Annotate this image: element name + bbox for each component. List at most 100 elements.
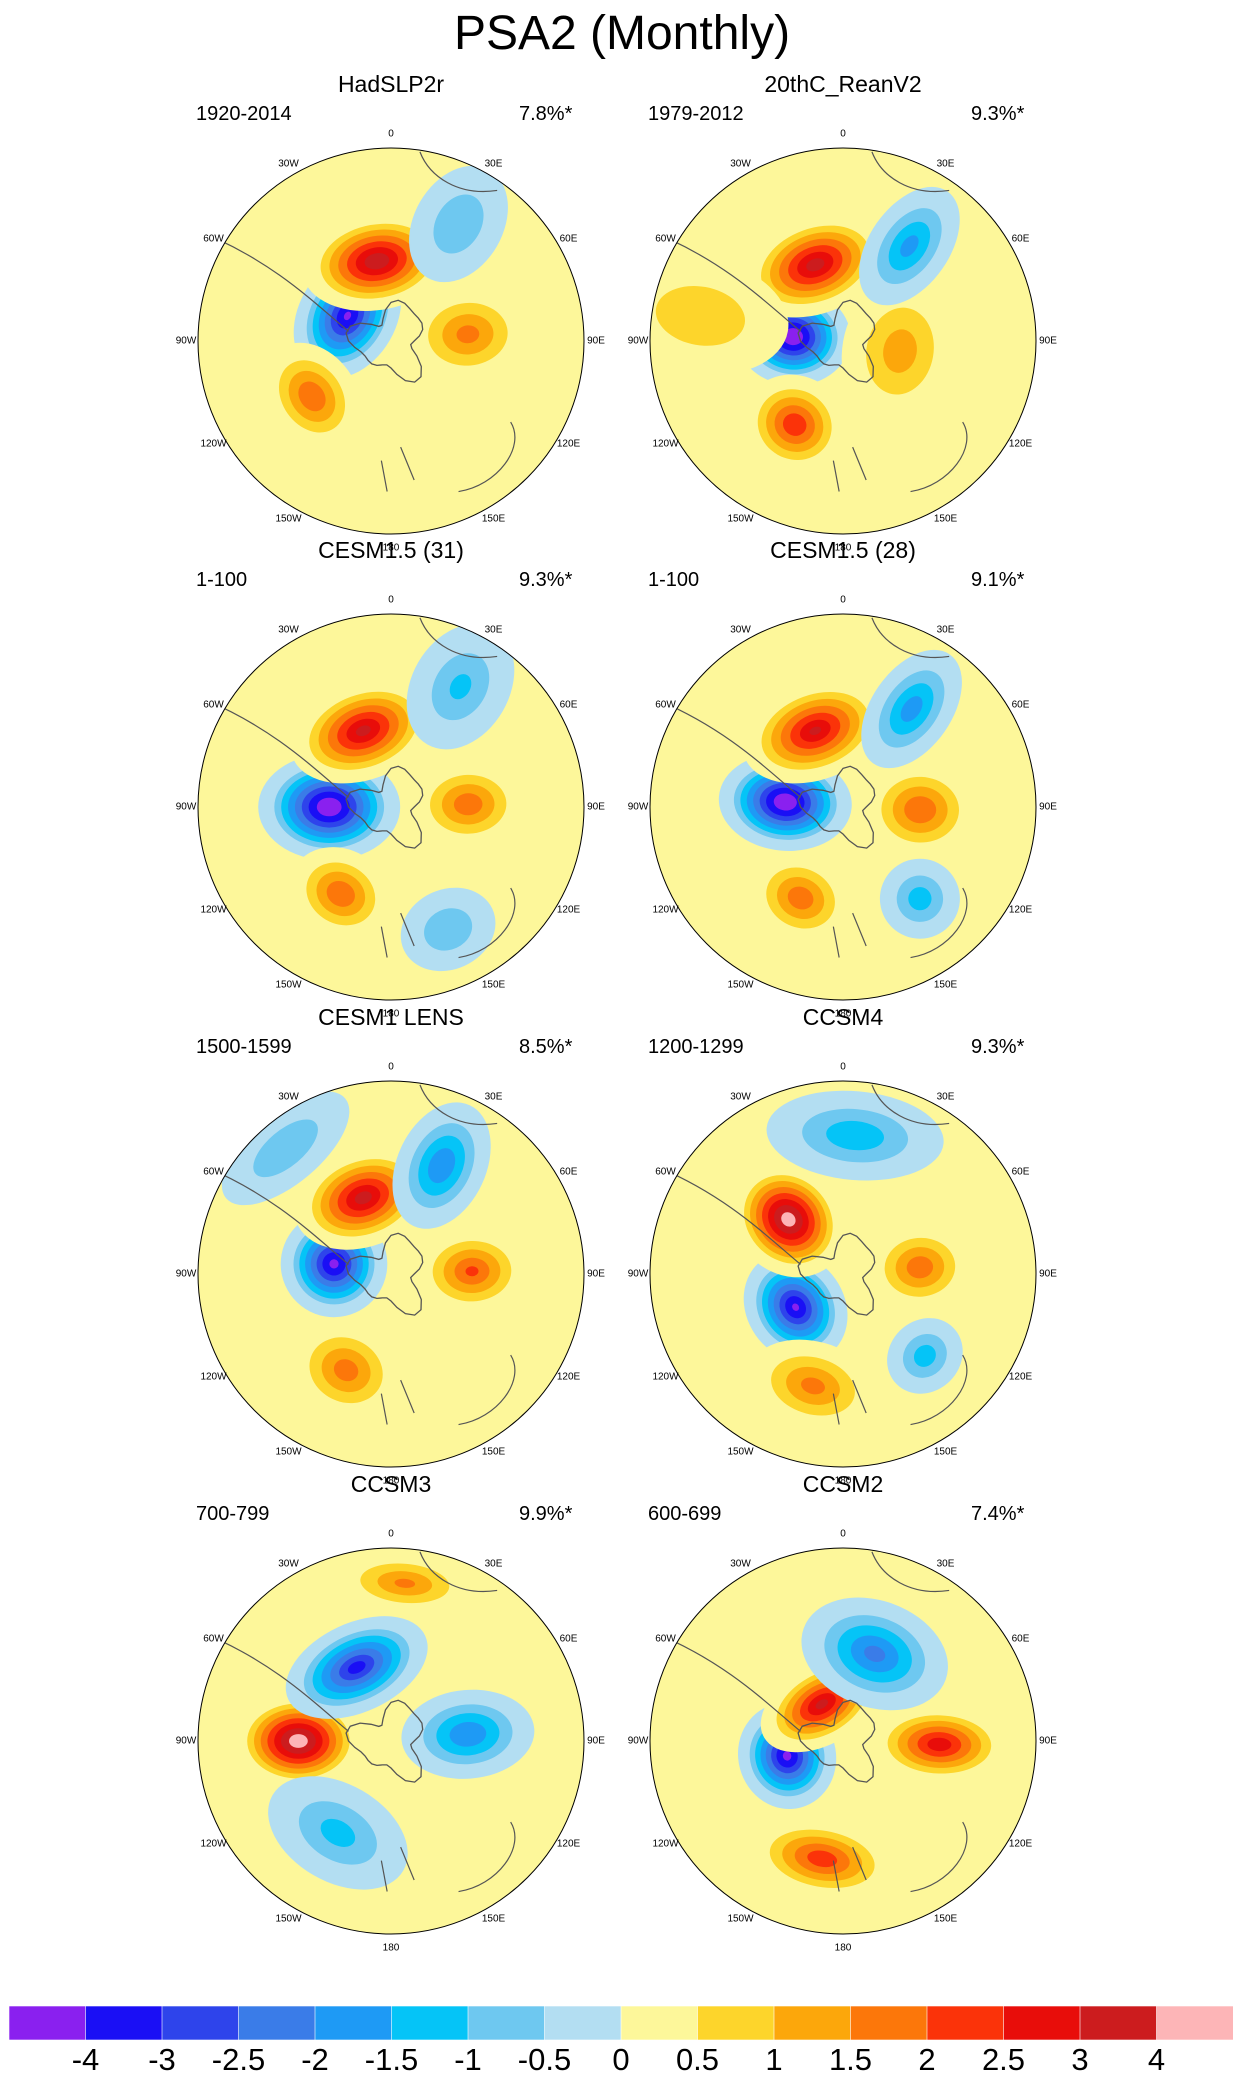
longitude-label: 180 <box>382 1475 400 1487</box>
panel-variance: 7.8%* <box>519 103 573 125</box>
longitude-label: 90W <box>175 801 197 813</box>
longitude-label: 30E <box>936 158 955 169</box>
longitude-label: 180 <box>834 542 852 554</box>
africa-coastline <box>871 617 950 659</box>
longitude-label: 90E <box>1039 801 1057 813</box>
longitude-label: 90E <box>1039 335 1057 347</box>
longitude-label: 90E <box>1039 1735 1057 1747</box>
colorbar-swatch <box>391 2006 469 2040</box>
longitude-label: 90E <box>587 1735 605 1747</box>
colorbar-swatch <box>544 2006 622 2040</box>
longitude-label: 90W <box>175 1735 197 1747</box>
colorbar-swatch <box>238 2006 316 2040</box>
anomaly-contour <box>456 325 480 344</box>
anomaly-contour <box>801 1377 825 1395</box>
longitude-label: 90W <box>175 335 197 347</box>
anomaly-contour <box>449 674 472 700</box>
anomaly-contour <box>655 286 746 346</box>
longitude-label: 180 <box>834 1942 852 1954</box>
map-boundary <box>649 147 1037 535</box>
longitude-label: 60W <box>655 699 676 710</box>
map-boundary <box>197 147 585 535</box>
colorbar-swatch <box>467 2006 546 2040</box>
colorbar-swatch <box>926 2006 1005 2040</box>
longitude-label: 30E <box>936 1091 955 1102</box>
longitude-label: 120W <box>200 438 227 449</box>
longitude-label: 0 <box>840 1528 846 1540</box>
new-zealand-coastline <box>832 1846 867 1892</box>
colorbar-swatch <box>1003 2006 1081 2040</box>
figure-title: PSA2 (Monthly) <box>453 7 791 60</box>
polar-map <box>649 1080 1037 1468</box>
panel-period: 600-699 <box>648 1503 722 1525</box>
longitude-label: 60W <box>203 699 224 710</box>
antarctica-coastline <box>345 765 424 849</box>
anomaly-contour <box>904 796 937 824</box>
anomaly-contour <box>913 1344 936 1367</box>
anomaly-contour <box>781 1212 796 1227</box>
anomaly-contour <box>792 1303 800 1311</box>
panel-variance: 7.4%* <box>971 1503 1025 1525</box>
longitude-label: 120E <box>556 904 581 915</box>
anomaly-contour <box>782 413 807 436</box>
anomaly-contour <box>364 253 390 270</box>
longitude-label: 60W <box>203 1633 224 1644</box>
anomaly-contour <box>908 887 932 911</box>
panel-title: CCSM4 <box>802 1004 884 1030</box>
longitude-label: 60E <box>1011 1633 1030 1644</box>
longitude-label: 0 <box>388 1528 394 1540</box>
anomaly-contour <box>815 1699 829 1710</box>
antarctica-coastline <box>797 299 876 383</box>
longitude-label: 60W <box>655 1633 676 1644</box>
map-boundary <box>649 1547 1037 1935</box>
anomaly-contour <box>424 908 473 951</box>
africa-coastline <box>419 1084 498 1126</box>
antarctica-coastline <box>797 1232 876 1316</box>
colorbar-tick-label: 4 <box>1147 2042 1166 2077</box>
anomaly-contour <box>864 1645 886 1663</box>
longitude-label: 30W <box>278 1091 299 1102</box>
longitude-label: 60W <box>655 233 676 244</box>
colorbar-tick-label: 0.5 <box>675 2042 720 2077</box>
anomaly-contour <box>806 258 825 272</box>
colorbar-tick-label: -0.5 <box>517 2042 572 2077</box>
colorbar-tick-label: 2.5 <box>981 2042 1026 2077</box>
panel-title: CCSM2 <box>802 1471 884 1497</box>
antarctica-coastline <box>797 1699 876 1783</box>
anomaly-contour <box>465 1266 479 1277</box>
anomaly-contour <box>316 797 342 817</box>
anomaly-contour <box>900 235 919 257</box>
australia-coastline <box>910 1821 968 1893</box>
longitude-label: 90W <box>175 1268 197 1280</box>
australia-coastline <box>458 1821 516 1893</box>
longitude-label: 0 <box>840 128 846 140</box>
longitude-label: 120E <box>1008 1371 1033 1382</box>
anomaly-contour <box>289 1734 308 1748</box>
longitude-label: 60E <box>559 233 578 244</box>
longitude-label: 60W <box>203 1166 224 1177</box>
panel-variance: 9.9%* <box>519 1503 573 1525</box>
longitude-label: 150E <box>933 979 958 990</box>
colorbar-swatch <box>1156 2006 1233 2040</box>
anomaly-contour <box>787 886 814 910</box>
longitude-label: 30E <box>936 1558 955 1569</box>
longitude-label: 60E <box>559 699 578 710</box>
longitude-label: 180 <box>382 542 400 554</box>
anomaly-contour <box>354 1191 372 1205</box>
panel-period: 1920-2014 <box>196 103 292 125</box>
longitude-label: 150W <box>727 513 754 524</box>
colorbar-swatch <box>85 2006 163 2040</box>
longitude-label: 180 <box>834 1475 852 1487</box>
anomaly-contour <box>333 1359 359 1382</box>
longitude-label: 0 <box>388 594 394 606</box>
longitude-label: 150W <box>727 1446 754 1457</box>
australia-coastline <box>910 887 968 959</box>
panel-title: CESM1 LENS <box>318 1004 464 1030</box>
map-boundary <box>197 613 585 1001</box>
longitude-label: 150W <box>275 1446 302 1457</box>
longitude-label: 150E <box>481 513 506 524</box>
anomaly-contour <box>449 1721 487 1747</box>
longitude-label: 120E <box>1008 904 1033 915</box>
longitude-label: 150E <box>481 1913 506 1924</box>
